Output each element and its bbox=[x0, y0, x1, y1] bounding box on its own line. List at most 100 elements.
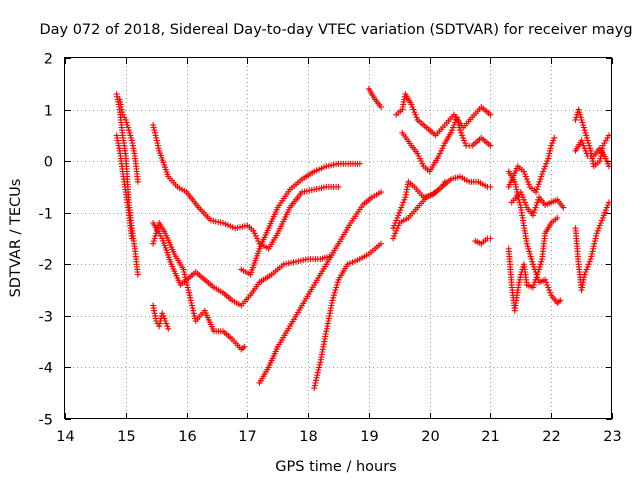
track-6-point bbox=[150, 238, 157, 245]
track-13-point bbox=[462, 140, 469, 147]
track-14-point bbox=[398, 204, 405, 211]
track-19-point bbox=[533, 186, 540, 193]
track-14-point bbox=[395, 212, 402, 219]
track-23-point bbox=[584, 263, 591, 270]
chart-title: Day 072 of 2018, Sidereal Day-to-day VTE… bbox=[39, 22, 632, 38]
x-tick-label: 18 bbox=[299, 429, 317, 445]
x-tick-label: 16 bbox=[178, 429, 196, 445]
track-19-point bbox=[538, 173, 545, 180]
track-4-point bbox=[150, 124, 157, 131]
x-tick-label: 23 bbox=[603, 429, 621, 445]
track-12-point bbox=[409, 104, 416, 110]
track-22-point bbox=[580, 142, 587, 149]
track-13-point bbox=[437, 150, 443, 157]
track-21-point bbox=[585, 140, 592, 147]
track-23-point bbox=[592, 238, 598, 245]
track-19-point bbox=[541, 165, 548, 172]
track-19-point bbox=[545, 155, 552, 162]
track-20-point bbox=[532, 204, 539, 211]
track-21-point bbox=[584, 137, 591, 144]
track-20-point bbox=[530, 209, 537, 216]
track-6-point bbox=[189, 305, 196, 312]
y-tick-label: 1 bbox=[44, 104, 53, 120]
track-18-point bbox=[534, 271, 541, 278]
track-4-point bbox=[255, 238, 262, 245]
track-3-point bbox=[134, 178, 141, 185]
x-tick-label: 21 bbox=[481, 429, 499, 445]
x-tick-label: 17 bbox=[238, 429, 256, 445]
track-13-point bbox=[435, 153, 442, 159]
track-12-point bbox=[413, 114, 420, 121]
track-17-point bbox=[545, 284, 552, 291]
track-19-point bbox=[521, 171, 528, 177]
track-19-point bbox=[536, 178, 543, 185]
track-13-point bbox=[454, 114, 460, 121]
track-10-point bbox=[311, 385, 318, 392]
track-6-point bbox=[150, 240, 157, 247]
y-axis: -5 -4 -3 -2 -1 0 1 2 bbox=[39, 52, 612, 429]
track-13-point bbox=[450, 124, 456, 131]
plot-frame bbox=[64, 57, 612, 419]
track-23-point bbox=[591, 240, 598, 247]
track-23-point bbox=[600, 212, 607, 219]
track-19-point bbox=[523, 176, 530, 183]
track-18-point bbox=[536, 263, 543, 270]
track-23-point bbox=[587, 256, 594, 263]
track-10-point bbox=[333, 284, 340, 291]
track-6-point bbox=[153, 227, 160, 234]
track-17-point bbox=[526, 248, 533, 255]
track-20-point bbox=[560, 204, 567, 211]
track-23-point bbox=[603, 204, 610, 211]
track-4-point bbox=[151, 127, 158, 134]
track-7-point bbox=[165, 325, 172, 332]
track-23-point bbox=[597, 220, 604, 226]
track-8-point bbox=[356, 160, 363, 167]
track-22-point bbox=[582, 147, 589, 154]
track-10-point bbox=[331, 289, 338, 296]
track-17-point bbox=[525, 245, 532, 252]
track-4-point bbox=[254, 235, 261, 242]
track-6-point bbox=[180, 266, 187, 273]
track-6-point bbox=[181, 271, 188, 278]
track-6-point bbox=[187, 294, 194, 301]
track-6-point bbox=[186, 292, 193, 299]
track-6-point bbox=[184, 284, 191, 291]
track-13-point bbox=[419, 160, 426, 167]
y-axis-label: SDTVAR / TECUs bbox=[8, 179, 24, 298]
track-10-point bbox=[332, 287, 339, 294]
track-19-point bbox=[525, 181, 532, 188]
track-19-point bbox=[543, 160, 550, 167]
y-tick-label: -3 bbox=[39, 310, 53, 326]
track-17-point bbox=[512, 181, 519, 188]
track-19-point bbox=[534, 183, 541, 190]
track-23-point bbox=[599, 214, 606, 221]
track-17-point bbox=[557, 297, 564, 304]
track-20-point bbox=[522, 202, 529, 208]
track-4-point bbox=[335, 183, 342, 190]
track-6-point bbox=[181, 269, 188, 275]
track-21-point bbox=[580, 122, 587, 128]
track-19-point bbox=[537, 176, 544, 183]
track-21-point bbox=[575, 106, 582, 113]
x-tick-label: 20 bbox=[421, 429, 439, 445]
track-19-point bbox=[546, 150, 553, 157]
track-4-point bbox=[155, 142, 161, 149]
track-20-point bbox=[530, 212, 536, 219]
track-21-point bbox=[578, 116, 585, 123]
track-13-point bbox=[439, 145, 446, 152]
track-4-point bbox=[153, 134, 160, 141]
track-17-point bbox=[529, 258, 536, 265]
track-4-point bbox=[150, 122, 157, 128]
track-13-point bbox=[449, 127, 455, 134]
track-17-point bbox=[524, 243, 531, 250]
track-20-point bbox=[521, 199, 528, 206]
track-19-point bbox=[548, 142, 555, 149]
track-23-point bbox=[590, 245, 597, 252]
track-17-point bbox=[544, 281, 551, 288]
track-18-point bbox=[533, 274, 540, 281]
track-23-point bbox=[589, 248, 596, 255]
track-21-point bbox=[577, 114, 584, 121]
track-10-point bbox=[334, 281, 340, 288]
